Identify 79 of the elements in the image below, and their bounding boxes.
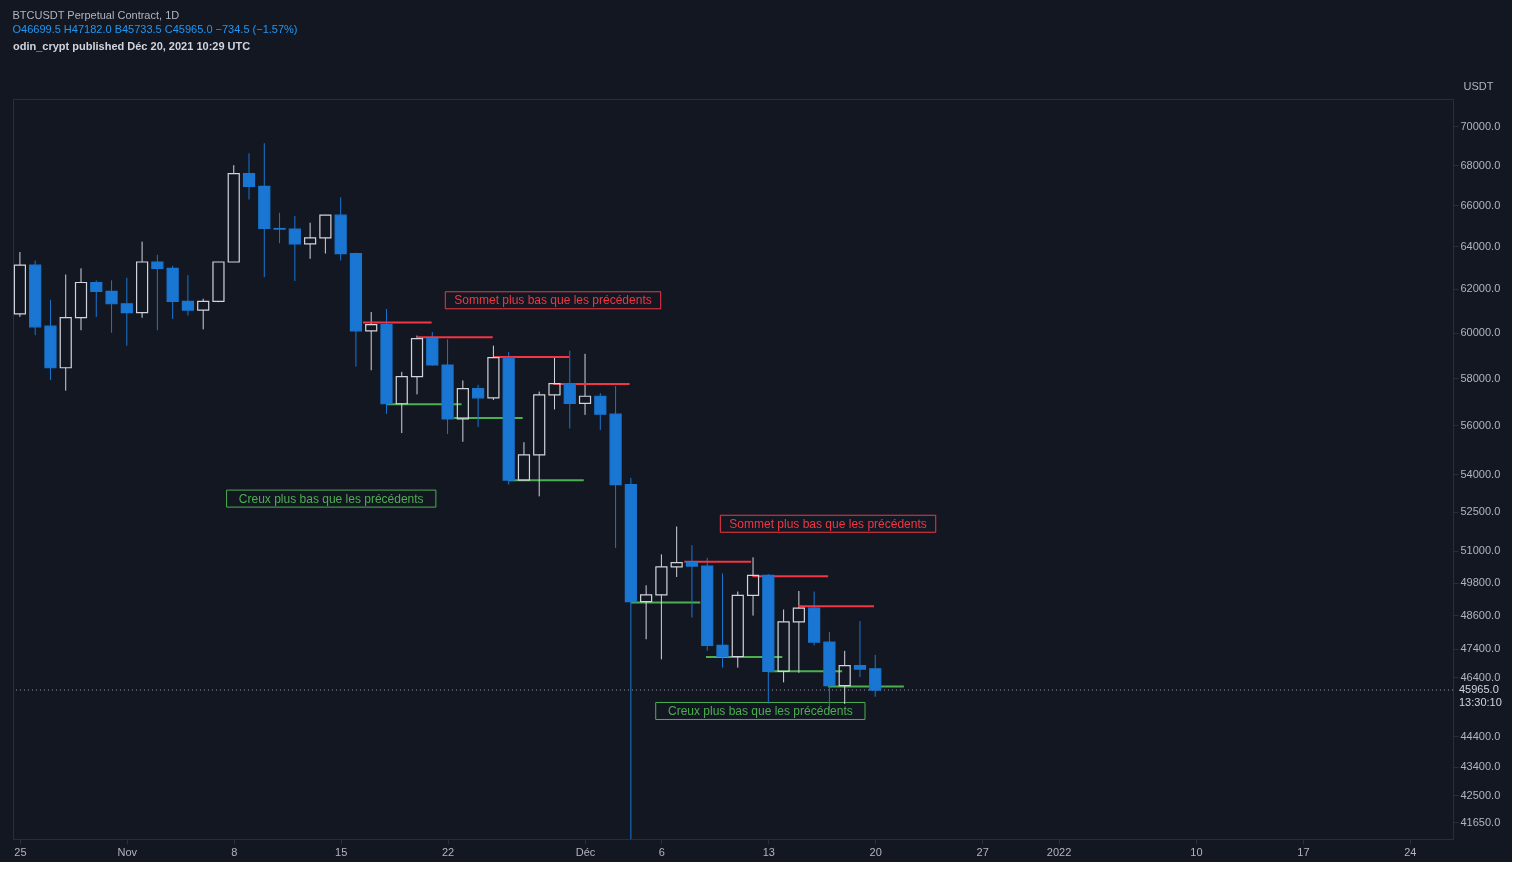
candlestick (334, 196, 347, 261)
candlestick (640, 584, 653, 640)
y-tick-label: 52500.0 (1460, 505, 1501, 518)
text: 13:30:10 (1459, 696, 1502, 709)
x-tick-label: 6 (658, 845, 665, 858)
candlestick (655, 553, 668, 660)
candlestick (563, 350, 576, 429)
y-tick-label: 68000.0 (1460, 158, 1501, 171)
x-tick-label: 22 (441, 845, 455, 858)
candlestick (670, 526, 683, 578)
annotation: Sommet plus bas que les précédents (729, 516, 927, 531)
candlestick (181, 274, 195, 317)
candlestick (90, 279, 103, 318)
candlestick (762, 574, 775, 704)
x-tick-label: 20 (869, 845, 882, 858)
y-tick-label: 60000.0 (1460, 326, 1501, 339)
y-tick-label: 43400.0 (1460, 760, 1501, 773)
candlestick (792, 590, 805, 674)
x-tick-label: Déc (575, 845, 596, 858)
x-tick-label: 24 (1404, 845, 1417, 858)
annotation: Creux plus bas que les précédents (238, 491, 424, 506)
y-tick-label: 70000.0 (1460, 119, 1501, 132)
y-tick-label: 64000.0 (1460, 239, 1501, 252)
y-tick-label: 48600.0 (1460, 608, 1501, 621)
candlestick (258, 142, 271, 278)
chart-title: BTCUSDT Perpetual Contract, 1D (12, 9, 180, 21)
y-tick-label: 62000.0 (1460, 282, 1501, 295)
candlestick (853, 620, 867, 678)
candlestick (624, 477, 637, 840)
candlestick (685, 544, 699, 619)
candlestick (242, 152, 256, 200)
annotation: Sommet plus bas que les précédents (454, 293, 652, 308)
candlestick (838, 650, 851, 705)
candlestick (777, 609, 790, 683)
x-tick-label: Nov (117, 845, 138, 858)
y-tick-label: 66000.0 (1460, 198, 1501, 211)
x-tick-label: 10 (1190, 845, 1203, 858)
x-tick-label: 13 (762, 845, 775, 858)
x-tick-label: 8 (231, 845, 238, 858)
y-tick-label: 41650.0 (1460, 815, 1501, 828)
y-tick-label: 49800.0 (1460, 576, 1501, 589)
candlestick (594, 392, 607, 431)
x-tick-label: 2022 (1046, 845, 1072, 858)
y-tick-label: 47400.0 (1460, 642, 1501, 655)
candlestick (120, 277, 133, 347)
x-tick-label: 25 (14, 845, 27, 858)
chart-subtitle: O46699.5 H47182.0 B45733.5 C45965.0 −734.5 (−1.57%) (12, 23, 298, 35)
y-tick-label: 42500.0 (1460, 788, 1501, 801)
candlestick (746, 556, 760, 617)
candlestick (548, 357, 561, 410)
y-tick-label: 44400.0 (1460, 729, 1501, 742)
candlestick (59, 274, 72, 392)
candlestick (136, 241, 149, 319)
candlestick (472, 384, 485, 428)
candlestick (456, 379, 469, 443)
candlestick (44, 299, 57, 381)
text: odin_crypt published Déc 20, 2021 10:29 UTC (13, 40, 251, 52)
y-tick-label: 51000.0 (1460, 544, 1501, 557)
y-tick-label: 58000.0 (1460, 371, 1501, 384)
y-axis-title: USDT (1463, 79, 1494, 92)
candlestick (578, 353, 592, 416)
x-tick-label: 15 (335, 845, 348, 858)
candlestick (288, 215, 301, 282)
y-tick-label: 56000.0 (1460, 418, 1501, 431)
ref-line-label: 45965.0 (1459, 683, 1499, 696)
candlestick (808, 591, 821, 646)
annotation: Creux plus bas que les précédents (667, 703, 853, 718)
candlestick (441, 338, 454, 435)
candlestick (13, 251, 27, 318)
x-tick-label: 27 (976, 845, 989, 858)
x-tick-label: 17 (1297, 845, 1310, 858)
candlestick (609, 385, 622, 549)
y-tick-label: 54000.0 (1460, 467, 1501, 480)
candlestick (304, 222, 317, 260)
candlestick (716, 573, 729, 669)
candlestick (273, 212, 286, 244)
candlestick (105, 279, 118, 334)
candlestick (74, 267, 88, 331)
y-tick-label: 46400.0 (1460, 670, 1501, 683)
